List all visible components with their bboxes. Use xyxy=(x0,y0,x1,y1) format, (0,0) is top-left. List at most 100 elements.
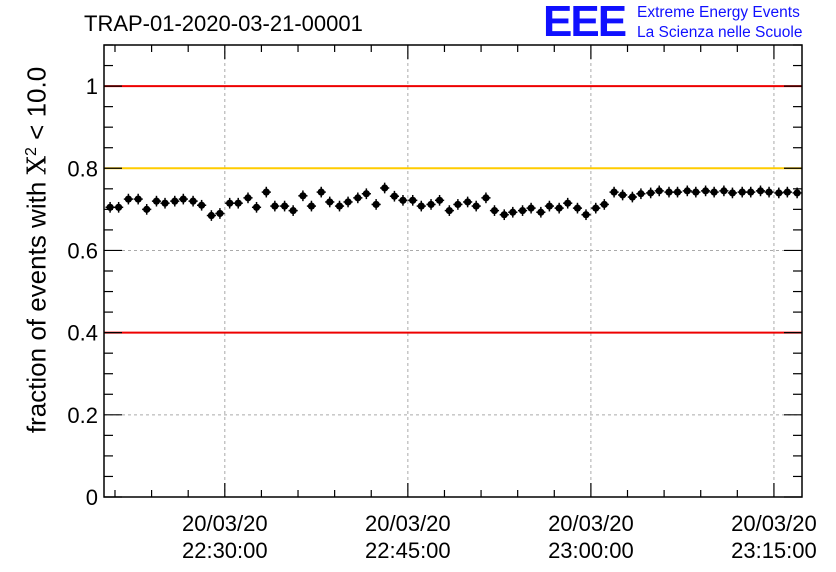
point-marker xyxy=(537,208,545,216)
data-point xyxy=(123,193,133,205)
data-point xyxy=(591,202,601,214)
point-marker xyxy=(417,202,425,210)
data-point xyxy=(672,186,683,198)
data-point xyxy=(133,193,143,205)
y-tick-label: 0.6 xyxy=(67,238,98,263)
data-point xyxy=(178,193,188,205)
point-marker xyxy=(427,200,435,209)
data-point xyxy=(536,206,546,218)
point-marker xyxy=(281,202,289,210)
data-point xyxy=(361,188,371,200)
point-marker xyxy=(756,187,765,195)
data-point xyxy=(389,190,400,202)
data-point xyxy=(251,201,262,213)
x-tick-time-label: 23:15:00 xyxy=(731,538,817,563)
point-marker xyxy=(152,197,161,205)
data-point xyxy=(563,197,573,209)
data-point xyxy=(581,209,591,221)
point-marker xyxy=(775,189,783,197)
data-point xyxy=(646,187,656,199)
point-marker xyxy=(490,206,499,215)
data-point xyxy=(737,186,747,198)
data-point xyxy=(288,205,298,216)
point-marker xyxy=(747,188,755,196)
point-marker xyxy=(134,195,142,203)
point-marker xyxy=(252,203,261,211)
eee-logo: EEE xyxy=(543,0,627,46)
data-point xyxy=(444,205,454,216)
point-marker xyxy=(472,202,480,210)
point-marker xyxy=(198,201,206,209)
point-marker xyxy=(701,187,710,195)
point-marker xyxy=(307,202,316,210)
data-point xyxy=(572,202,583,214)
point-marker xyxy=(435,196,444,204)
point-marker xyxy=(655,187,663,195)
point-marker xyxy=(619,191,627,199)
point-marker xyxy=(445,206,453,215)
point-marker xyxy=(482,194,490,202)
point-marker xyxy=(335,202,344,210)
data-point xyxy=(618,189,628,201)
data-point xyxy=(609,186,619,198)
point-marker xyxy=(207,211,215,220)
plot-frame xyxy=(103,44,803,498)
point-marker xyxy=(226,199,234,207)
data-point xyxy=(701,185,711,197)
point-marker xyxy=(161,199,169,207)
data-point xyxy=(280,200,290,212)
point-marker xyxy=(720,187,728,195)
point-marker xyxy=(362,190,370,198)
y-tick-label: 1 xyxy=(86,74,98,99)
data-point xyxy=(215,208,225,219)
x-tick-date-label: 20/03/20 xyxy=(365,511,451,536)
point-marker xyxy=(564,199,572,207)
data-point xyxy=(416,200,426,212)
point-marker xyxy=(610,188,618,196)
point-marker xyxy=(372,200,380,209)
point-marker xyxy=(555,204,563,212)
point-marker xyxy=(683,187,691,195)
data-point xyxy=(599,199,609,210)
data-point xyxy=(343,196,353,208)
data-point xyxy=(435,194,445,206)
data-point xyxy=(334,200,345,212)
data-point xyxy=(471,200,481,212)
point-marker xyxy=(665,188,673,196)
point-marker xyxy=(592,204,600,212)
data-point xyxy=(554,202,564,214)
data-point xyxy=(206,210,216,221)
data-point xyxy=(627,191,637,203)
data-point xyxy=(270,200,280,212)
data-point xyxy=(774,187,784,199)
data-point xyxy=(517,205,528,216)
point-marker xyxy=(354,194,362,202)
data-point xyxy=(544,200,554,212)
data-point xyxy=(225,197,235,209)
x-tick-date-label: 20/03/20 xyxy=(548,511,634,536)
data-point xyxy=(160,197,170,209)
data-point xyxy=(489,205,500,216)
point-marker xyxy=(381,184,389,192)
data-point xyxy=(636,188,646,200)
point-marker xyxy=(673,188,682,196)
point-marker xyxy=(143,205,151,213)
data-point xyxy=(426,199,436,210)
point-marker xyxy=(573,204,582,212)
data-point xyxy=(664,186,674,198)
point-marker xyxy=(628,193,636,201)
logo-line-1: Extreme Energy Events xyxy=(637,4,800,21)
point-marker xyxy=(454,200,462,209)
data-point xyxy=(526,202,536,214)
point-marker xyxy=(600,200,608,209)
data-point xyxy=(243,192,253,204)
x-tick-date-label: 20/03/20 xyxy=(731,511,817,536)
point-marker xyxy=(399,196,407,204)
point-marker xyxy=(390,192,399,200)
x-tick-date-label: 20/03/20 xyxy=(182,511,268,536)
y-tick-label: 0.8 xyxy=(67,156,98,181)
data-point xyxy=(353,192,363,204)
point-marker xyxy=(738,188,746,196)
data-point xyxy=(233,197,243,209)
